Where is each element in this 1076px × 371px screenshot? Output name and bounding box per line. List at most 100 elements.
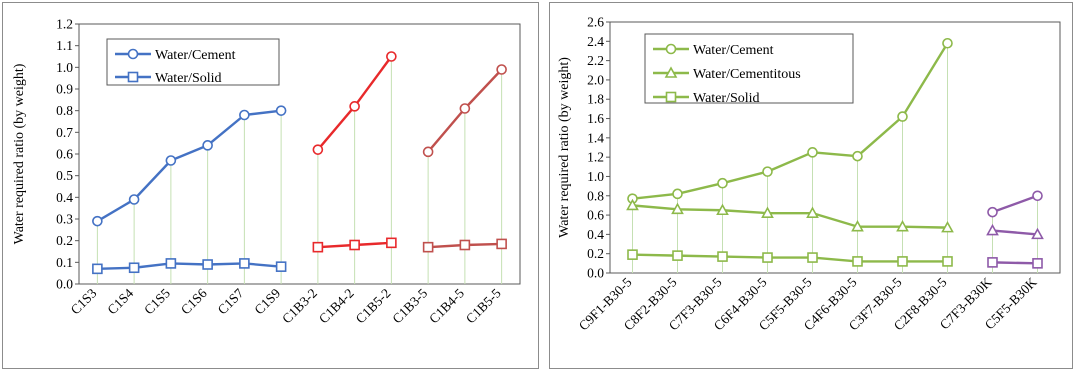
- x-tick-label: C1S9: [251, 285, 283, 317]
- y-tick-label: 1.0: [56, 60, 73, 75]
- x-tick-label: C1B5-5: [463, 285, 504, 326]
- y-tick-label: 0.5: [56, 168, 73, 183]
- data-point: [349, 101, 360, 112]
- y-tick-label: 1.6: [587, 111, 604, 126]
- y-tick-label: 0.8: [587, 188, 604, 203]
- y-tick-label: 2.0: [587, 72, 604, 87]
- legend-marker: [665, 91, 677, 103]
- y-tick-label: 0.4: [56, 190, 73, 205]
- y-tick-label: 0.6: [56, 147, 73, 162]
- series-line: [96, 109, 282, 223]
- data-point: [672, 250, 683, 261]
- data-point: [165, 258, 177, 269]
- x-tick-label: C1B3-5: [389, 285, 430, 326]
- y-tick-label: 1.1: [56, 38, 73, 53]
- data-point: [897, 256, 908, 267]
- right-chart: 0.0 0.2 0.4 0.6 0.8 1.0 1.2 1.4 1.6 1.8 2.0 2.2 2.4 2…: [557, 15, 1061, 333]
- data-point: [762, 166, 773, 177]
- data-point: [852, 150, 863, 162]
- series-line: [632, 42, 949, 200]
- data-point: [1031, 227, 1044, 240]
- data-point: [202, 259, 213, 270]
- data-point: [128, 194, 140, 205]
- data-point: [942, 256, 953, 267]
- left-chart-panel: 0.0 0.1 0.2 0.3 0.4 0.5 0.6 0.7 0.8 0.9 1.0 1.1 1.2 C…: [2, 2, 539, 369]
- y-tick-label: 2.4: [587, 34, 604, 49]
- legend-label: Water/Solid: [155, 71, 222, 86]
- data-point: [896, 220, 909, 232]
- x-tick-label: C1S6: [178, 285, 210, 317]
- y-axis-title: Water required ratio (by weight): [12, 63, 27, 244]
- legend-box: [106, 38, 280, 86]
- y-tick-label: 0.2: [56, 233, 73, 248]
- data-point: [942, 37, 953, 49]
- legend-marker: [664, 66, 678, 78]
- legend-label: Water/Cement: [693, 43, 774, 58]
- legend-marker: [127, 48, 139, 60]
- data-point: [987, 257, 998, 268]
- data-point: [312, 144, 324, 155]
- data-point: [92, 215, 103, 227]
- y-tick-label: 1.2: [56, 17, 73, 32]
- data-point: [761, 206, 774, 218]
- y-tick-label: 0.4: [587, 227, 604, 242]
- series-line: [97, 262, 282, 271]
- data-point: [165, 155, 177, 166]
- left-chart: 0.0 0.1 0.2 0.3 0.4 0.5 0.6 0.7 0.8 0.9 1.0 1.1 1.2 C…: [12, 17, 521, 327]
- data-point: [672, 188, 683, 200]
- y-tick-label: 0.0: [587, 266, 604, 281]
- y-tick-label: 0.2: [587, 246, 604, 261]
- legend-box: [644, 33, 854, 104]
- data-point: [349, 239, 360, 251]
- data-point: [422, 146, 434, 158]
- data-point: [716, 203, 729, 216]
- y-tick-label: 0.8: [56, 103, 73, 118]
- data-point: [239, 258, 250, 269]
- x-tick-label: C1B4-5: [426, 285, 467, 326]
- x-tick-label: C1B3-2: [279, 286, 320, 327]
- y-tick-label: 0.7: [56, 125, 73, 140]
- plot-area: [609, 21, 1061, 274]
- data-point: [1032, 258, 1043, 269]
- data-point: [807, 147, 818, 158]
- data-point: [496, 238, 507, 250]
- y-tick-label: 2.2: [587, 53, 604, 68]
- y-tick-label: 0.0: [56, 277, 73, 292]
- y-tick-label: 1.2: [587, 150, 604, 165]
- data-point: [897, 111, 908, 122]
- data-point: [806, 206, 819, 218]
- y-tick-label: 0.9: [56, 82, 73, 97]
- series-line: [632, 204, 948, 229]
- y-tick-label: 0.3: [56, 212, 73, 227]
- data-point: [1032, 190, 1043, 202]
- legend-marker: [665, 43, 677, 55]
- data-point: [496, 64, 507, 75]
- data-point: [312, 241, 324, 253]
- x-tick-label: C1B4-2: [316, 286, 357, 327]
- legend-label: Water/Cement: [155, 48, 236, 63]
- x-tick-label: C1S5: [141, 285, 173, 317]
- data-point: [762, 252, 773, 263]
- y-tick-label: 1.4: [587, 130, 604, 145]
- data-point: [459, 239, 471, 251]
- data-point: [386, 237, 397, 249]
- data-point: [986, 223, 999, 236]
- data-point: [422, 241, 434, 253]
- legend-label: Water/Solid: [693, 91, 760, 106]
- series-line: [992, 261, 1038, 265]
- data-point: [275, 105, 287, 116]
- series-line: [632, 253, 948, 263]
- data-point: [627, 249, 638, 260]
- data-point: [851, 220, 864, 232]
- y-tick-label: 1.8: [587, 92, 604, 107]
- data-point: [941, 220, 954, 233]
- data-point: [807, 252, 818, 263]
- x-tick-label: C1S4: [104, 285, 136, 317]
- data-point: [671, 202, 684, 215]
- legend-marker: [127, 71, 139, 83]
- x-tick-label: C1S7: [215, 285, 247, 317]
- legend-label: Water/Cementitous: [693, 67, 801, 82]
- data-point: [239, 109, 250, 121]
- data-point: [852, 256, 863, 267]
- data-point: [459, 103, 471, 114]
